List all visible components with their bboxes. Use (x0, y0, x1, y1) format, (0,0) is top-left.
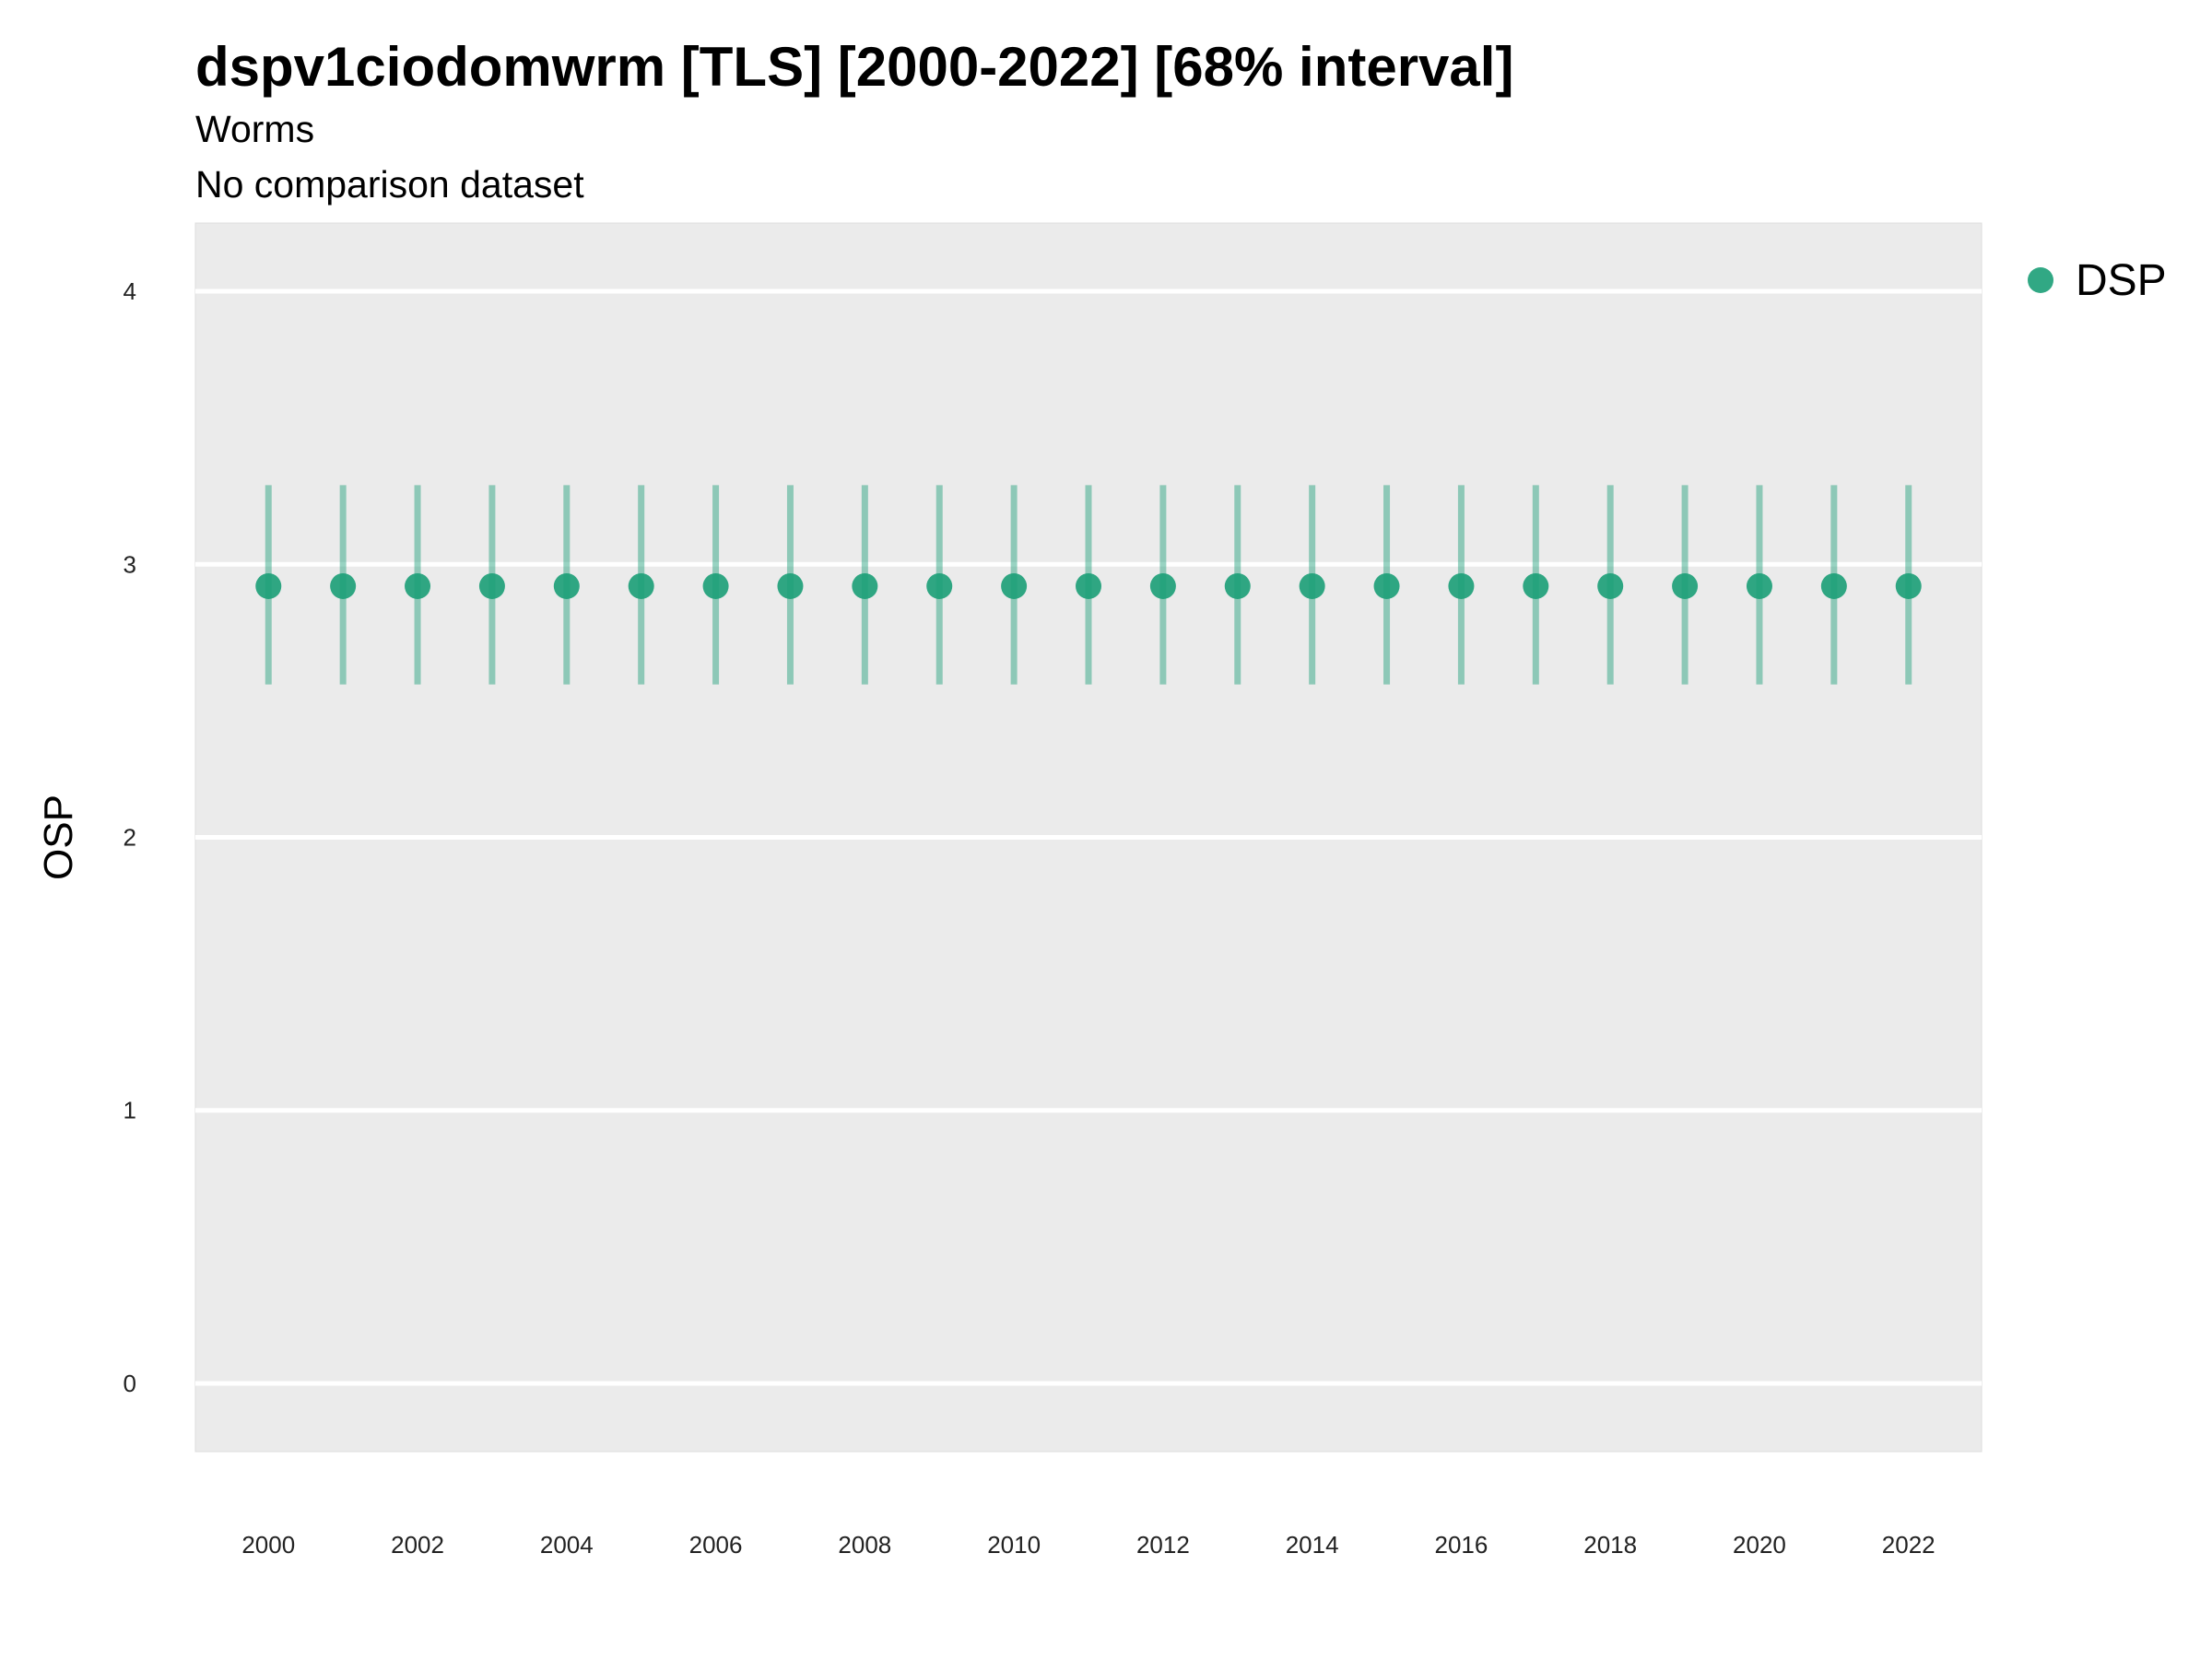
data-point-2018 (1597, 572, 1624, 599)
y-axis-label: OSP (36, 794, 81, 880)
data-point-2021 (1820, 572, 1847, 599)
chart-subtitle-2: No comparison dataset (195, 163, 584, 206)
chart-title: dspv1ciodomwrm [TLS] [2000-2022] [68% in… (195, 36, 1513, 98)
data-point-2001 (330, 572, 357, 599)
y-tick-label-0: 0 (124, 1370, 136, 1397)
x-tick-label-2008: 2008 (838, 1531, 891, 1559)
x-tick-label-2020: 2020 (1733, 1531, 1786, 1559)
data-point-2011 (1076, 572, 1101, 599)
legend-key-dsp (2028, 267, 2053, 293)
data-point-2016 (1448, 572, 1475, 599)
x-tick-label-2002: 2002 (391, 1531, 444, 1559)
x-axis-ticks: 2000 2002 2004 2006 2008 2010 2012 2014 2016 2018… (241, 1531, 1935, 1559)
y-tick-label-3: 3 (124, 550, 136, 578)
data-point-2013 (1224, 572, 1251, 599)
data-marks (255, 485, 1922, 685)
data-point-2020 (1746, 572, 1772, 599)
data-point-2012 (1149, 572, 1176, 599)
data-point-2002 (405, 572, 431, 599)
data-point-2003 (478, 572, 505, 599)
data-point-2006 (702, 572, 729, 599)
x-tick-label-2010: 2010 (987, 1531, 1041, 1559)
data-point-2010 (1001, 572, 1028, 599)
y-tick-label-2: 2 (124, 824, 136, 852)
data-point-2019 (1672, 572, 1699, 599)
data-point-2000 (255, 572, 282, 599)
x-tick-label-2014: 2014 (1286, 1531, 1339, 1559)
data-point-2014 (1299, 572, 1325, 599)
data-point-2007 (777, 572, 804, 599)
data-point-2008 (852, 572, 878, 599)
data-point-2005 (628, 572, 654, 599)
data-point-2004 (553, 572, 580, 599)
data-point-2009 (926, 572, 953, 599)
chart-subtitle: Worms (195, 108, 314, 150)
grid-lines (195, 288, 1982, 1386)
x-tick-label-2022: 2022 (1882, 1531, 1936, 1559)
x-tick-label-2018: 2018 (1583, 1531, 1637, 1559)
y-tick-label-4: 4 (124, 277, 136, 305)
x-tick-label-2012: 2012 (1136, 1531, 1190, 1559)
y-axis-ticks: 0 1 2 3 4 (124, 277, 136, 1397)
x-tick-label-2000: 2000 (241, 1531, 295, 1559)
legend-label-dsp: DSP (2076, 256, 2167, 305)
data-point-2017 (1523, 572, 1549, 599)
y-tick-label-1: 1 (124, 1097, 136, 1124)
x-tick-label-2016: 2016 (1435, 1531, 1488, 1559)
legend: DSP (2028, 256, 2167, 305)
x-tick-label-2006: 2006 (689, 1531, 743, 1559)
data-point-2022 (1895, 572, 1922, 599)
data-point-2015 (1373, 572, 1400, 599)
x-tick-label-2004: 2004 (540, 1531, 594, 1559)
